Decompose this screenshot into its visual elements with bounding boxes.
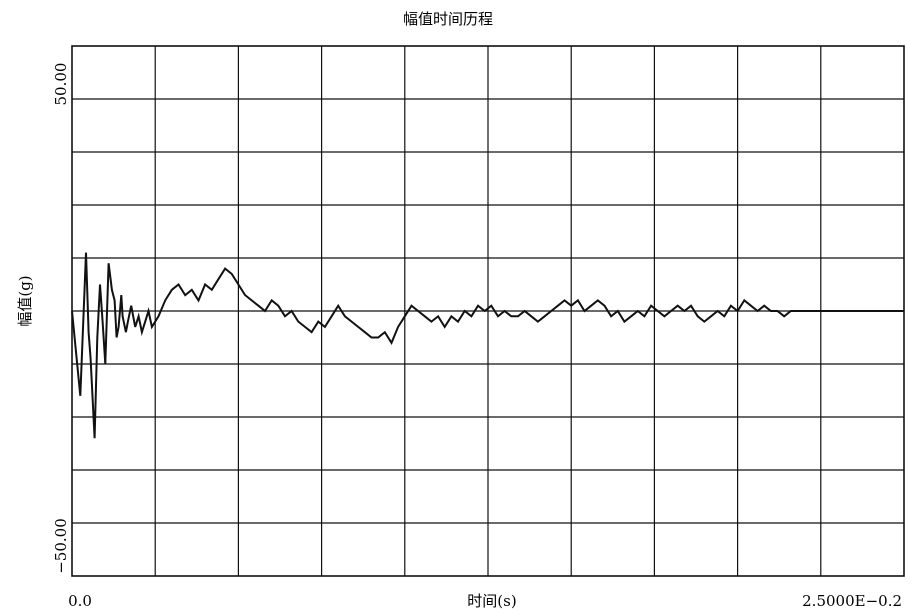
y-tick-label-bottom: −50.00 (52, 518, 70, 574)
series-line (71, 252, 904, 439)
y-tick-label-top: 50.00 (52, 63, 70, 106)
chart-title: 幅值时间历程 (403, 10, 493, 28)
x-tick-label-start: 0.0 (68, 592, 92, 610)
y-axis-label: 幅值(g) (16, 275, 34, 326)
x-axis-label: 时间(s) (467, 592, 516, 610)
grid (72, 46, 904, 576)
x-tick-label-end: 2.5000E−0.2 (802, 592, 902, 610)
